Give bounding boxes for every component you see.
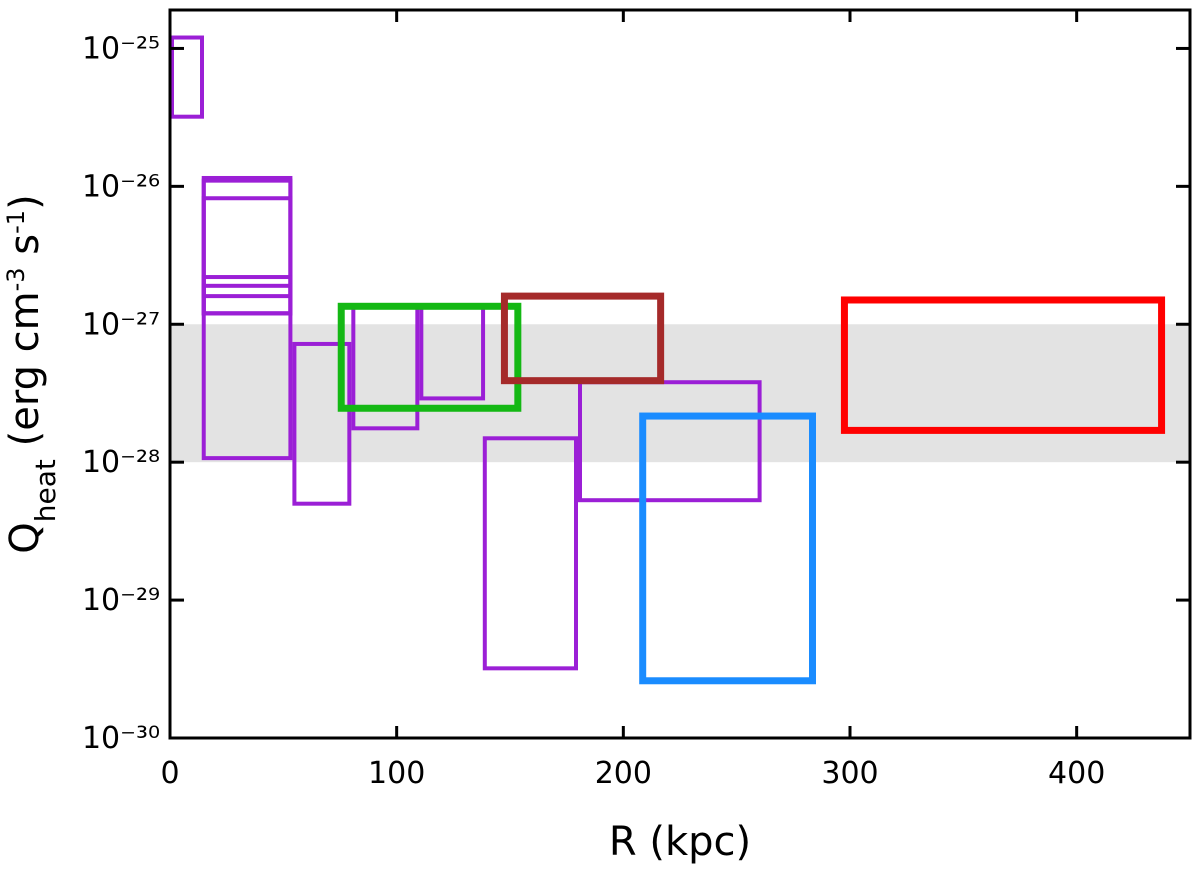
y-axis-label-part: -1 [2, 210, 30, 234]
x-axis-label: R (kpc) [609, 819, 751, 865]
region-box [201, 175, 293, 461]
y-axis-label-part: Q [2, 522, 48, 553]
region-box [170, 35, 204, 119]
x-tick-label: 200 [595, 756, 652, 791]
y-tick-label: 10⁻³⁰ [82, 721, 160, 756]
x-tick-label: 300 [821, 756, 878, 791]
y-tick-label: 10⁻²⁵ [82, 31, 160, 66]
x-tick-label: 0 [160, 756, 179, 791]
region-box [201, 283, 293, 316]
y-tick-label: 10⁻²⁷ [82, 307, 160, 342]
region-box [578, 380, 762, 503]
y-axis-label-part: heat [29, 459, 62, 522]
region-box [201, 178, 293, 316]
y-tick-label: 10⁻²⁸ [82, 445, 160, 480]
region-box [639, 412, 817, 685]
y-axis-label-part: s [2, 234, 48, 268]
region-box [482, 436, 578, 671]
x-tick-label: 400 [1048, 756, 1105, 791]
plot-frame [168, 8, 1192, 740]
y-tick-label: 10⁻²⁶ [82, 169, 160, 204]
y-tick-label: 10⁻²⁹ [82, 583, 160, 618]
region-box [840, 296, 1166, 434]
y-axis-label-part: (erg cm [2, 291, 48, 459]
region-box [292, 341, 352, 506]
y-axis-label-part: -3 [2, 267, 30, 291]
region-box [337, 302, 522, 412]
region-box [500, 292, 665, 385]
y-axis-label-part: ) [2, 194, 48, 210]
region-box [201, 196, 293, 299]
y-axis-label: Qheat (erg cm-3 s-1) [2, 194, 62, 553]
x-tick-label: 100 [368, 756, 425, 791]
